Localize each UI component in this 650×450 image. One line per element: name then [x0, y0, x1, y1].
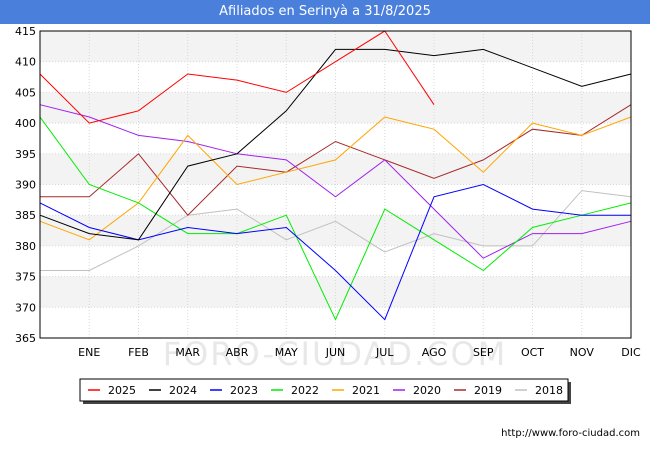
legend-label-2024: 2024	[169, 384, 197, 397]
grid-band	[40, 276, 631, 308]
chart-title: Afiliados en Serinyà a 31/8/2025	[0, 0, 650, 24]
y-tick-label: 410	[15, 56, 36, 69]
plot-frame	[39, 30, 632, 339]
y-tick-label: 385	[15, 209, 36, 222]
legend: 2025 2024 2023 2022 2021 2020 2019 2018	[79, 378, 571, 404]
legend-label-2020: 2020	[413, 384, 441, 397]
y-tick-label: 380	[15, 240, 36, 253]
y-tick-label: 375	[15, 271, 36, 284]
series-line-2022	[39, 116, 632, 321]
y-tick-label: 405	[15, 86, 36, 99]
legend-label-2018: 2018	[535, 384, 563, 397]
series-line-2020	[39, 104, 632, 259]
x-tick-label: DIC	[621, 346, 641, 359]
legend-label-2022: 2022	[291, 384, 319, 397]
series-line-2024	[39, 48, 632, 241]
x-tick-label: MAY	[275, 346, 298, 359]
x-tick-label: OCT	[521, 346, 544, 359]
legend-label-2021: 2021	[352, 384, 380, 397]
x-tick-label: NOV	[570, 346, 595, 359]
legend-box	[79, 378, 569, 402]
x-tick-label: AGO	[422, 346, 447, 359]
x-tick-label: ABR	[226, 346, 249, 359]
series-lines	[39, 30, 632, 321]
watermark: FORO-CIUDAD.COM	[163, 335, 508, 373]
y-tick-label: 390	[15, 179, 36, 192]
legend-label-2019: 2019	[474, 384, 502, 397]
y-tick-label: 365	[15, 332, 36, 345]
legend-label-2023: 2023	[230, 384, 258, 397]
x-tick-label: MAR	[175, 346, 200, 359]
y-tick-label: 395	[15, 148, 36, 161]
x-axis-ticks: ENE FEB MAR ABR MAY JUN JUL AGO SEP OCT NOV DIC	[78, 346, 641, 359]
series-line-2018	[40, 190, 632, 271]
x-tick-label: FEB	[128, 346, 149, 359]
source-link[interactable]: http://www.foro-ciudad.com	[501, 428, 640, 439]
y-tick-label: 370	[15, 301, 36, 314]
legend-label-2025: 2025	[108, 384, 136, 397]
y-tick-label: 400	[15, 117, 36, 130]
x-tick-label: JUN	[325, 346, 346, 359]
series-line-2025	[39, 30, 435, 124]
x-tick-label: ENE	[78, 346, 100, 359]
x-tick-label: JUL	[375, 346, 394, 359]
x-tick-label: SEP	[473, 346, 494, 359]
y-tick-label: 415	[15, 25, 36, 38]
y-axis-ticks: 365 370 375 380 385 390 395 400 405 410 415	[15, 25, 36, 345]
series-line-2019	[40, 104, 632, 216]
